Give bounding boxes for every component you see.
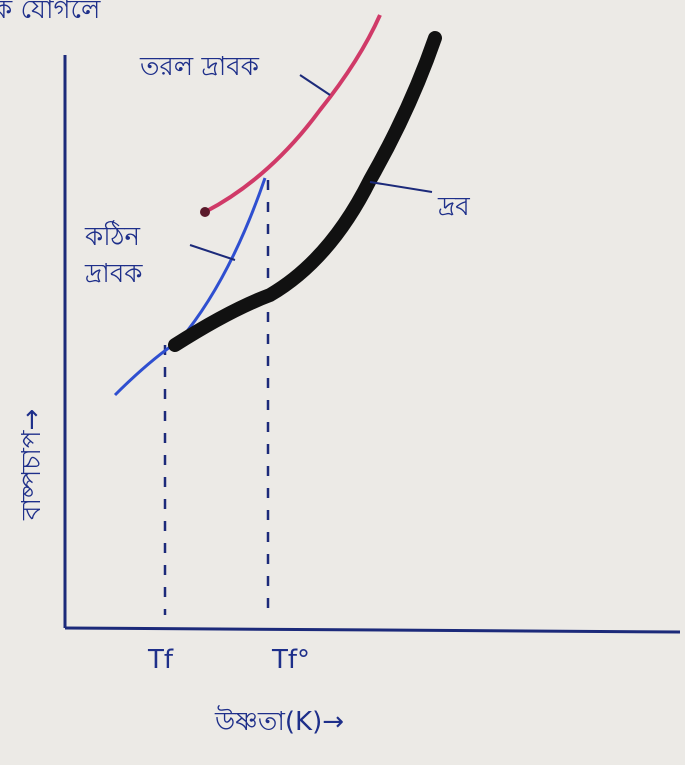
tick-label: Tf°	[271, 645, 310, 675]
solid-solvent-label: দ্রাবক	[84, 259, 143, 289]
solution-label: দ্রব	[437, 192, 470, 222]
paper	[0, 0, 685, 765]
solid-solvent-label: কঠিন	[84, 220, 141, 252]
curve-end	[200, 207, 210, 217]
y-axis-label: বাষ্পচাপ→	[17, 409, 47, 521]
tick-label: Tf	[147, 645, 174, 675]
diagram: ক যোগলে তরল দ্রাবক কঠিন দ্রাবক দ্রব বাষ্…	[0, 0, 685, 765]
liquid-solvent-label: তরল দ্রাবক	[139, 52, 260, 82]
header-fragment: ক যোগলে	[0, 0, 101, 25]
x-axis-label: উষ্ণতা(K)→	[214, 705, 344, 737]
